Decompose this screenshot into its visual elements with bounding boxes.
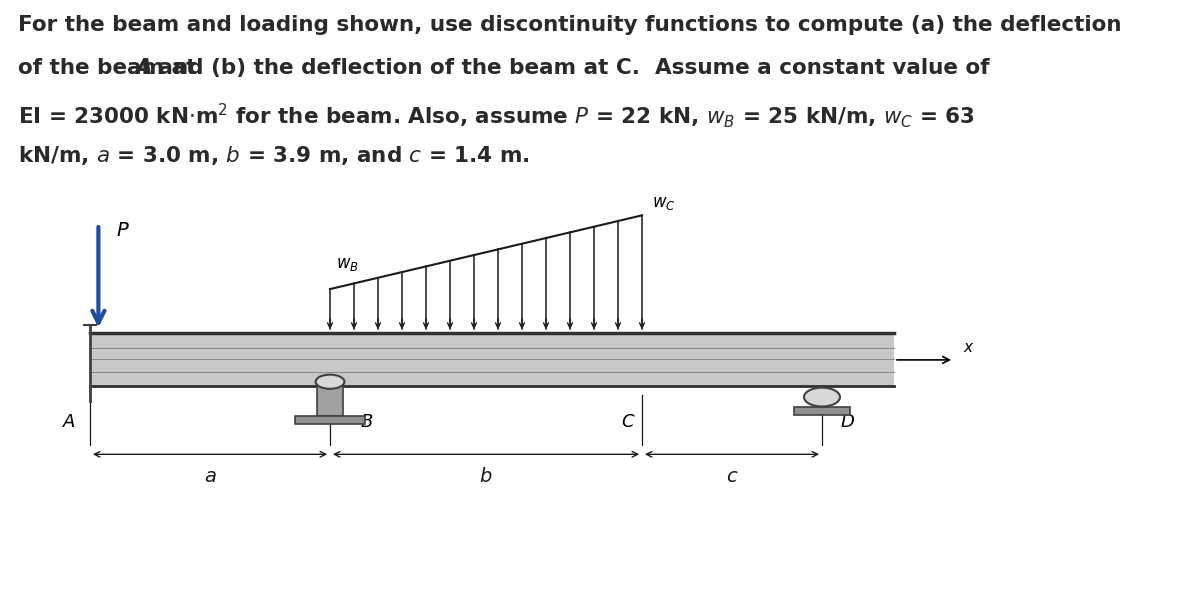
Text: A: A (136, 58, 152, 78)
Text: $w_B$: $w_B$ (336, 254, 359, 273)
Text: x: x (964, 340, 973, 355)
Text: $A$: $A$ (61, 413, 76, 431)
Bar (317, 386, 343, 416)
Text: $w_C$: $w_C$ (652, 194, 676, 212)
Text: and (b) the deflection of the beam at C.  Assume a constant value of: and (b) the deflection of the beam at C.… (151, 58, 990, 78)
Text: $b$: $b$ (479, 467, 493, 486)
Text: $B$: $B$ (360, 413, 373, 431)
Text: $D$: $D$ (840, 413, 856, 431)
Bar (794, 407, 850, 415)
Text: $a$: $a$ (204, 467, 216, 486)
Ellipse shape (804, 388, 840, 407)
Text: $C$: $C$ (622, 413, 636, 431)
Text: EI = 23000 kN$\cdot$m$^2$ for the beam. Also, assume $P$ = 22 kN, $w_B$ = 25 kN/: EI = 23000 kN$\cdot$m$^2$ for the beam. … (18, 101, 976, 130)
Text: kN/m, $a$ = 3.0 m, $b$ = 3.9 m, and $c$ = 1.4 m.: kN/m, $a$ = 3.0 m, $b$ = 3.9 m, and $c$ … (18, 144, 529, 167)
Bar (295, 416, 365, 424)
Text: $P$: $P$ (116, 221, 130, 240)
Text: $c$: $c$ (726, 467, 738, 486)
Circle shape (316, 375, 344, 389)
Bar (90, 333, 894, 386)
Text: For the beam and loading shown, use discontinuity functions to compute (a) the d: For the beam and loading shown, use disc… (18, 15, 1122, 35)
Text: of the beam at: of the beam at (18, 58, 204, 78)
